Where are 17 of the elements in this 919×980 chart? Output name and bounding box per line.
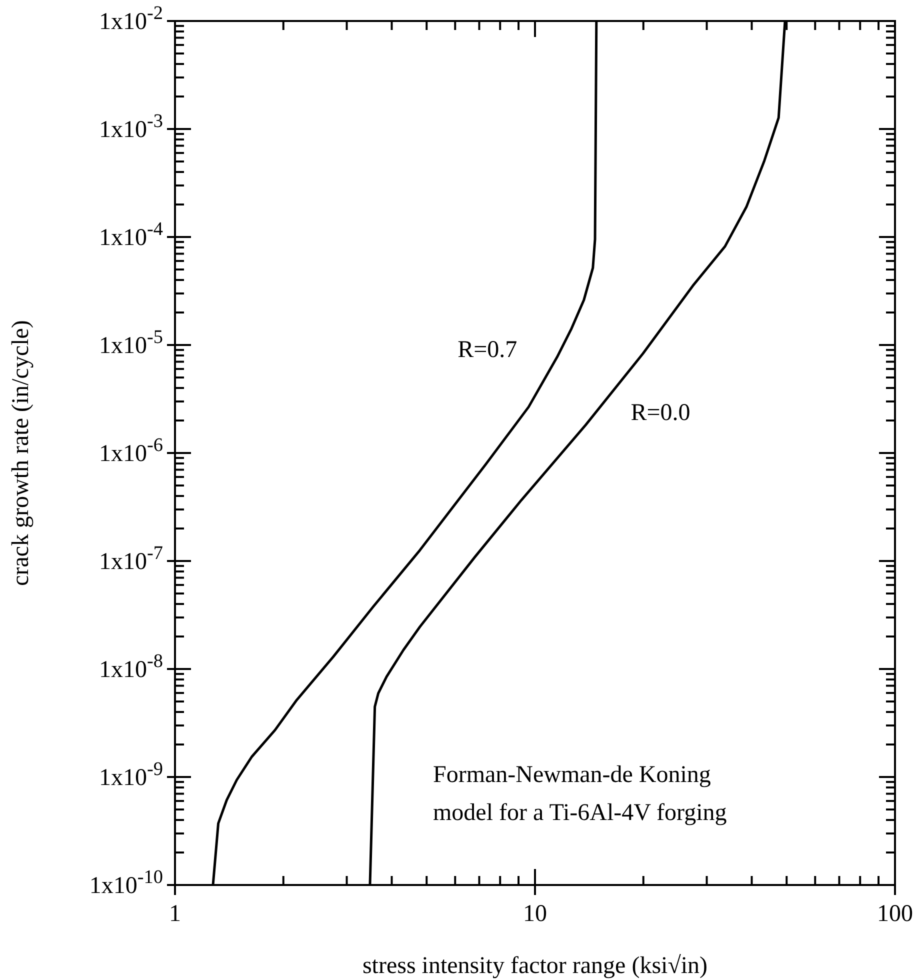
y-axis-title: crack growth rate (in/cycle) — [8, 320, 34, 586]
series-label: R=0.0 — [630, 400, 690, 426]
y-tick-label: 1x10$^{-7}$ — [99, 542, 164, 575]
x-axis-title: stress intensity factor range (ksi√in) — [362, 953, 708, 979]
y-tick-label: 1x10$^{-2}$ — [99, 2, 163, 35]
y-tick-label: 1x10$^{-8}$ — [99, 650, 163, 683]
y-tick-label: 1x10$^{-5}$ — [99, 326, 163, 359]
y-tick-label: 1x10$^{-9}$ — [99, 758, 163, 791]
y-tick-label: 1x10$^{-4}$ — [99, 218, 164, 251]
series-label: R=0.7 — [458, 337, 518, 364]
y-tick-label: 1x10$^{-3}$ — [99, 110, 163, 143]
y-tick-label: 1x10$^{-6}$ — [99, 434, 164, 467]
x-tick-label: 1 — [169, 901, 181, 927]
y-tick-label: 1x10$^{-10}$ — [89, 866, 163, 899]
x-tick-label: 10 — [523, 901, 547, 927]
annotation: Forman-Newman-de Koning model for a Ti-6Al-4V forging — [433, 762, 727, 826]
x-tick-label: 100 — [877, 901, 913, 927]
